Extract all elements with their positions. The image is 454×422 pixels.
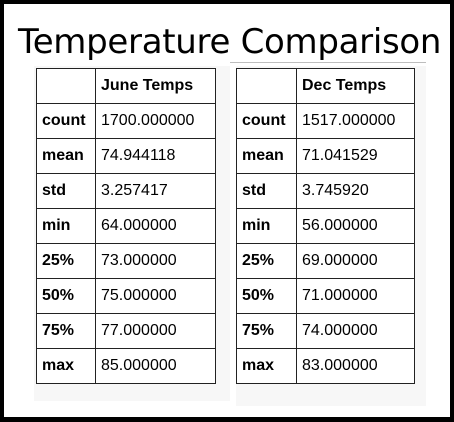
table-row: max 85.000000: [36, 348, 216, 384]
column-header-june-temps: June Temps: [95, 68, 216, 104]
table-row: 50% 75.000000: [36, 278, 216, 314]
cell-value: 75.000000: [95, 278, 216, 314]
row-label: 75%: [236, 313, 297, 349]
row-label: mean: [236, 138, 297, 174]
table-row: 75% 74.000000: [236, 313, 415, 349]
row-label: min: [36, 208, 96, 244]
cell-value: 71.041529: [296, 138, 415, 174]
row-label: count: [36, 103, 96, 139]
june-temps-table: June Temps count 1700.000000 mean 74.944…: [36, 68, 216, 384]
row-label: std: [36, 173, 96, 209]
corner-cell: [236, 68, 297, 104]
row-label: max: [36, 348, 96, 384]
row-label: count: [236, 103, 297, 139]
row-label: std: [236, 173, 297, 209]
table-row: 75% 77.000000: [36, 313, 216, 349]
cell-value: 73.000000: [95, 243, 216, 279]
row-label: 25%: [236, 243, 297, 279]
table-row: 50% 71.000000: [236, 278, 415, 314]
row-label: min: [236, 208, 297, 244]
cell-value: 74.000000: [296, 313, 415, 349]
table-row: min 64.000000: [36, 208, 216, 244]
table-row: count 1517.000000: [236, 103, 415, 139]
table-row: mean 74.944118: [36, 138, 216, 174]
table-header-row: Dec Temps: [236, 68, 415, 104]
cell-value: 77.000000: [95, 313, 216, 349]
cell-value: 83.000000: [296, 348, 415, 384]
cell-value: 1700.000000: [95, 103, 216, 139]
cell-value: 56.000000: [296, 208, 415, 244]
cell-value: 74.944118: [95, 138, 216, 174]
table-row: count 1700.000000: [36, 103, 216, 139]
row-label: max: [236, 348, 297, 384]
row-label: 75%: [36, 313, 96, 349]
column-header-dec-temps: Dec Temps: [296, 68, 415, 104]
page-title: Temperature Comparison: [18, 22, 442, 62]
cell-value: 1517.000000: [296, 103, 415, 139]
corner-cell: [36, 68, 96, 104]
cell-value: 69.000000: [296, 243, 415, 279]
row-label: 50%: [36, 278, 96, 314]
row-label: 25%: [36, 243, 96, 279]
table-row: 25% 69.000000: [236, 243, 415, 279]
title-underline: [230, 62, 426, 63]
row-label: 50%: [236, 278, 297, 314]
row-label: mean: [36, 138, 96, 174]
table-row: max 83.000000: [236, 348, 415, 384]
table-header-row: June Temps: [36, 68, 216, 104]
table-row: 25% 73.000000: [36, 243, 216, 279]
cell-value: 3.257417: [95, 173, 216, 209]
cell-value: 71.000000: [296, 278, 415, 314]
cell-value: 64.000000: [95, 208, 216, 244]
table-row: min 56.000000: [236, 208, 415, 244]
table-row: mean 71.041529: [236, 138, 415, 174]
cell-value: 3.745920: [296, 173, 415, 209]
table-row: std 3.745920: [236, 173, 415, 209]
cell-value: 85.000000: [95, 348, 216, 384]
dec-temps-table: Dec Temps count 1517.000000 mean 71.0415…: [236, 68, 415, 384]
table-row: std 3.257417: [36, 173, 216, 209]
